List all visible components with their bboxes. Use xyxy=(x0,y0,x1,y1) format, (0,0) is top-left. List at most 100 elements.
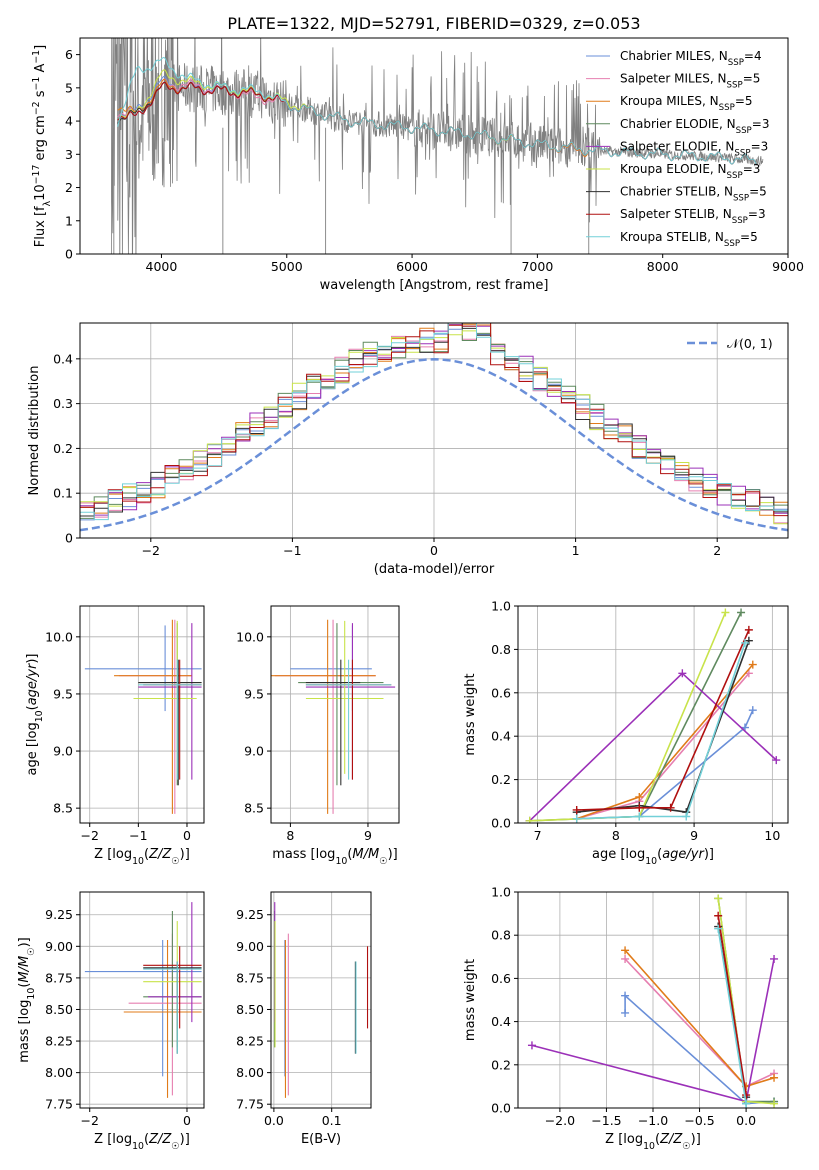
x-axis-label: Z [log10(Z/Z☉)] xyxy=(94,1132,190,1152)
label-part: −17 xyxy=(31,165,42,185)
axes-residuals: −2 −1 0 1 2 0 0.1 0.2 0.3 0.4 (data-model)/error No… xyxy=(27,322,789,577)
x-tick-label: 0.1 xyxy=(322,1113,342,1128)
legend-label: Kroupa ELODIE, NSSP=3 xyxy=(620,162,760,181)
x-tick-label: 8 xyxy=(612,828,620,843)
label-part: =3 xyxy=(743,162,761,176)
weight-marker-salpeter_stelib xyxy=(742,1091,751,1100)
x-tick-label: 0 xyxy=(183,1113,191,1128)
label-part: mass [log xyxy=(272,847,335,862)
weight-marker-kroupa_miles xyxy=(635,792,644,801)
label-part: (data-model)/error xyxy=(374,562,495,577)
weight-marker-chabrier_miles xyxy=(621,1008,630,1017)
frame: 8 9 8.5 9.0 9.5 10.0 mass [log10(M/M☉)] xyxy=(236,605,400,867)
weight-marker-kroupa_stelib xyxy=(572,814,581,823)
weight-marker-salpeter_elodie xyxy=(527,1041,536,1050)
x-tick-label: 9000 xyxy=(772,259,804,274)
y-tick-label: 0.8 xyxy=(491,928,511,943)
x-tick-label: −1 xyxy=(283,543,301,558)
axes-frame xyxy=(517,605,789,824)
weight-marker-kroupa_elodie xyxy=(721,608,730,617)
weight-marker-kroupa_stelib xyxy=(682,812,691,821)
x-axis-label: mass [log10(M/M☉)] xyxy=(272,847,398,867)
y-tick-label: 9.5 xyxy=(244,686,264,701)
x-tick-label: −0.5 xyxy=(684,1113,714,1128)
axes-weight_vs_z: −2.0 −1.5 −1.0 −0.5 0.0 0.0 0.2 0.4 0.6 0.8 1.0 Z [… xyxy=(463,885,789,1152)
label-part: mass [log xyxy=(17,1000,32,1063)
y-tick-label: 0.4 xyxy=(491,1014,511,1029)
y-tick-label: 8.25 xyxy=(236,1034,264,1049)
weight-line-salpeter_stelib xyxy=(576,629,750,811)
x-tick-label: 8 xyxy=(286,828,294,843)
residual-histogram-salpeter_stelib xyxy=(80,323,788,517)
label-part: M/M xyxy=(352,847,379,862)
label-part: ☉ xyxy=(171,1141,179,1152)
plot-area xyxy=(84,619,202,814)
x-tick-label: 9 xyxy=(690,828,698,843)
label-part: ( xyxy=(347,847,352,862)
label-part: Z/Z xyxy=(148,847,172,862)
label-part: SSP xyxy=(728,58,744,68)
label-part: −1 xyxy=(31,50,42,64)
label-part: 10 xyxy=(132,1141,144,1152)
plot-area xyxy=(80,323,788,532)
label-part: mass weight xyxy=(463,959,478,1041)
y-axis-label: Normed distribution xyxy=(27,366,42,496)
label-part: 10 xyxy=(26,988,37,1000)
frame: −2 07.758.008.258.508.759.009.25Z [log10(… xyxy=(17,891,205,1152)
weight-marker-chabrier_miles xyxy=(748,706,757,715)
plot-area xyxy=(527,894,779,1108)
label-part: −2 xyxy=(31,101,42,115)
label-part: ( xyxy=(144,847,149,862)
grid xyxy=(518,891,788,1109)
weight-marker-salpeter_stelib xyxy=(744,625,753,634)
label-part: )] xyxy=(388,847,398,862)
frame: 4000 5000 6000 7000 8000 9000 0 1 2 3 4 5 6 wavelengt… xyxy=(31,37,804,293)
weight-marker-kroupa_elodie xyxy=(770,1099,779,1108)
axes-age_vs_mass: 8 9 8.5 9.0 9.5 10.0 mass [log10(M/M☉)] xyxy=(236,605,400,867)
figure-title: PLATE=1322, MJD=52791, FIBERID=0329, z=0… xyxy=(227,14,640,33)
label-part: A xyxy=(33,64,48,77)
label-part: Z/Z xyxy=(148,1132,172,1147)
y-tick-label: 7.75 xyxy=(236,1097,264,1112)
label-part: )] xyxy=(17,937,32,947)
label-part: SSP xyxy=(727,171,743,181)
label-part: 10 xyxy=(643,1141,655,1152)
y-tick-label: 9.25 xyxy=(236,907,264,922)
y-tick-label: 9.25 xyxy=(45,907,73,922)
y-tick-label: 9.0 xyxy=(244,744,264,759)
label-part: =3 xyxy=(748,207,766,221)
label-part: ( xyxy=(25,705,40,710)
y-axis-label: age [log10(age/yr)] xyxy=(25,653,45,775)
x-tick-label: −1 xyxy=(129,828,147,843)
axes-frame xyxy=(270,605,400,824)
label-part: SSP xyxy=(736,126,752,136)
y-tick-label: 1.0 xyxy=(491,885,511,900)
weight-marker-kroupa_stelib xyxy=(740,638,749,647)
y-tick-label: 0.2 xyxy=(53,441,73,456)
label-part: 10 xyxy=(645,856,657,867)
label-part: mass weight xyxy=(463,673,478,755)
label-part: Z [log xyxy=(94,847,132,862)
y-axis-label: mass weight xyxy=(463,673,478,755)
label-part: )] xyxy=(180,847,190,862)
x-tick-label: −2 xyxy=(81,1113,99,1128)
legend-label: Chabrier ELODIE, NSSP=3 xyxy=(620,117,769,136)
label-part: Salpeter STELIB, N xyxy=(620,207,732,221)
label-part: s xyxy=(33,90,48,101)
y-tick-label: 1.0 xyxy=(491,599,511,614)
x-axis-label: Z [log10(Z/Z☉)] xyxy=(605,1132,701,1152)
grid xyxy=(80,606,204,823)
y-tick-label: 2 xyxy=(65,180,73,195)
y-tick-label: 0.6 xyxy=(491,685,511,700)
label-part: age/yr xyxy=(662,847,705,862)
label-part: =4 xyxy=(744,49,762,63)
weight-marker-kroupa_miles xyxy=(770,1073,779,1082)
label-part: Chabrier STELIB, N xyxy=(620,185,733,199)
axes-frame xyxy=(79,891,205,1109)
frame: −2.0 −1.5 −1.0 −0.5 0.0 0.0 0.2 0.4 0.6 0.8 1.0 Z [… xyxy=(463,885,789,1152)
model-line-kroupa_stelib xyxy=(117,56,758,166)
y-tick-label: 8.5 xyxy=(53,801,73,816)
y-tick-label: 0.4 xyxy=(53,351,73,366)
x-tick-label: −2 xyxy=(142,543,160,558)
weight-marker-salpeter_miles xyxy=(621,954,630,963)
